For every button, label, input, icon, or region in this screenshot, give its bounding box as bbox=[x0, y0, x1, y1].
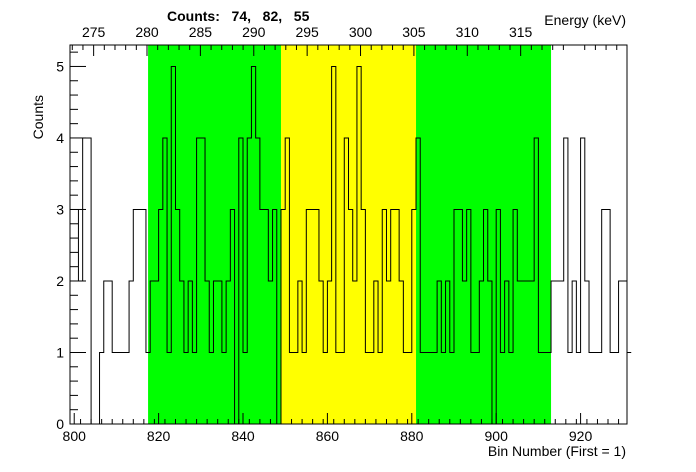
histogram-series bbox=[70, 65, 632, 425]
region-band-1 bbox=[148, 45, 281, 424]
energy-tick-label: 285 bbox=[189, 24, 213, 40]
y-tick-label: 4 bbox=[56, 130, 64, 146]
region-bands bbox=[148, 45, 552, 424]
y-tick-label: 5 bbox=[56, 58, 64, 74]
energy-tick-label: 305 bbox=[402, 24, 426, 40]
x-tick-label: 800 bbox=[63, 428, 87, 444]
energy-tick-label: 310 bbox=[456, 24, 480, 40]
energy-tick-label: 275 bbox=[82, 24, 106, 40]
axes: 800 820 840 860 880 900 920 0 1 2 3 4 5 275 280 285 290 2… bbox=[56, 24, 628, 444]
energy-tick-label: 300 bbox=[349, 24, 373, 40]
y-tick-label: 2 bbox=[56, 273, 64, 289]
x-tick-label: 860 bbox=[316, 428, 340, 444]
x-tick-label: 840 bbox=[231, 428, 255, 444]
energy-axis-label: Energy (keV) bbox=[544, 12, 626, 28]
y-tick-label: 1 bbox=[56, 344, 64, 360]
x-tick-label: 900 bbox=[485, 428, 509, 444]
y-axis-label: Counts bbox=[30, 95, 46, 139]
y-tick-label: 0 bbox=[56, 416, 64, 432]
x-tick-label: 880 bbox=[400, 428, 424, 444]
x-axis-label: Bin Number (First = 1) bbox=[488, 443, 626, 459]
energy-tick-label: 295 bbox=[295, 24, 319, 40]
energy-tick-label: 315 bbox=[509, 24, 533, 40]
region-band-2 bbox=[280, 45, 417, 424]
x-tick-label: 920 bbox=[569, 428, 593, 444]
histogram-line bbox=[70, 65, 632, 425]
energy-tick-label: 290 bbox=[242, 24, 266, 40]
y-tick-label: 3 bbox=[56, 201, 64, 217]
x-tick-label: 820 bbox=[147, 428, 171, 444]
energy-tick-label: 280 bbox=[135, 24, 159, 40]
plot-frame bbox=[69, 44, 628, 425]
chart-title: Counts: 74, 82, 55 bbox=[167, 8, 310, 24]
